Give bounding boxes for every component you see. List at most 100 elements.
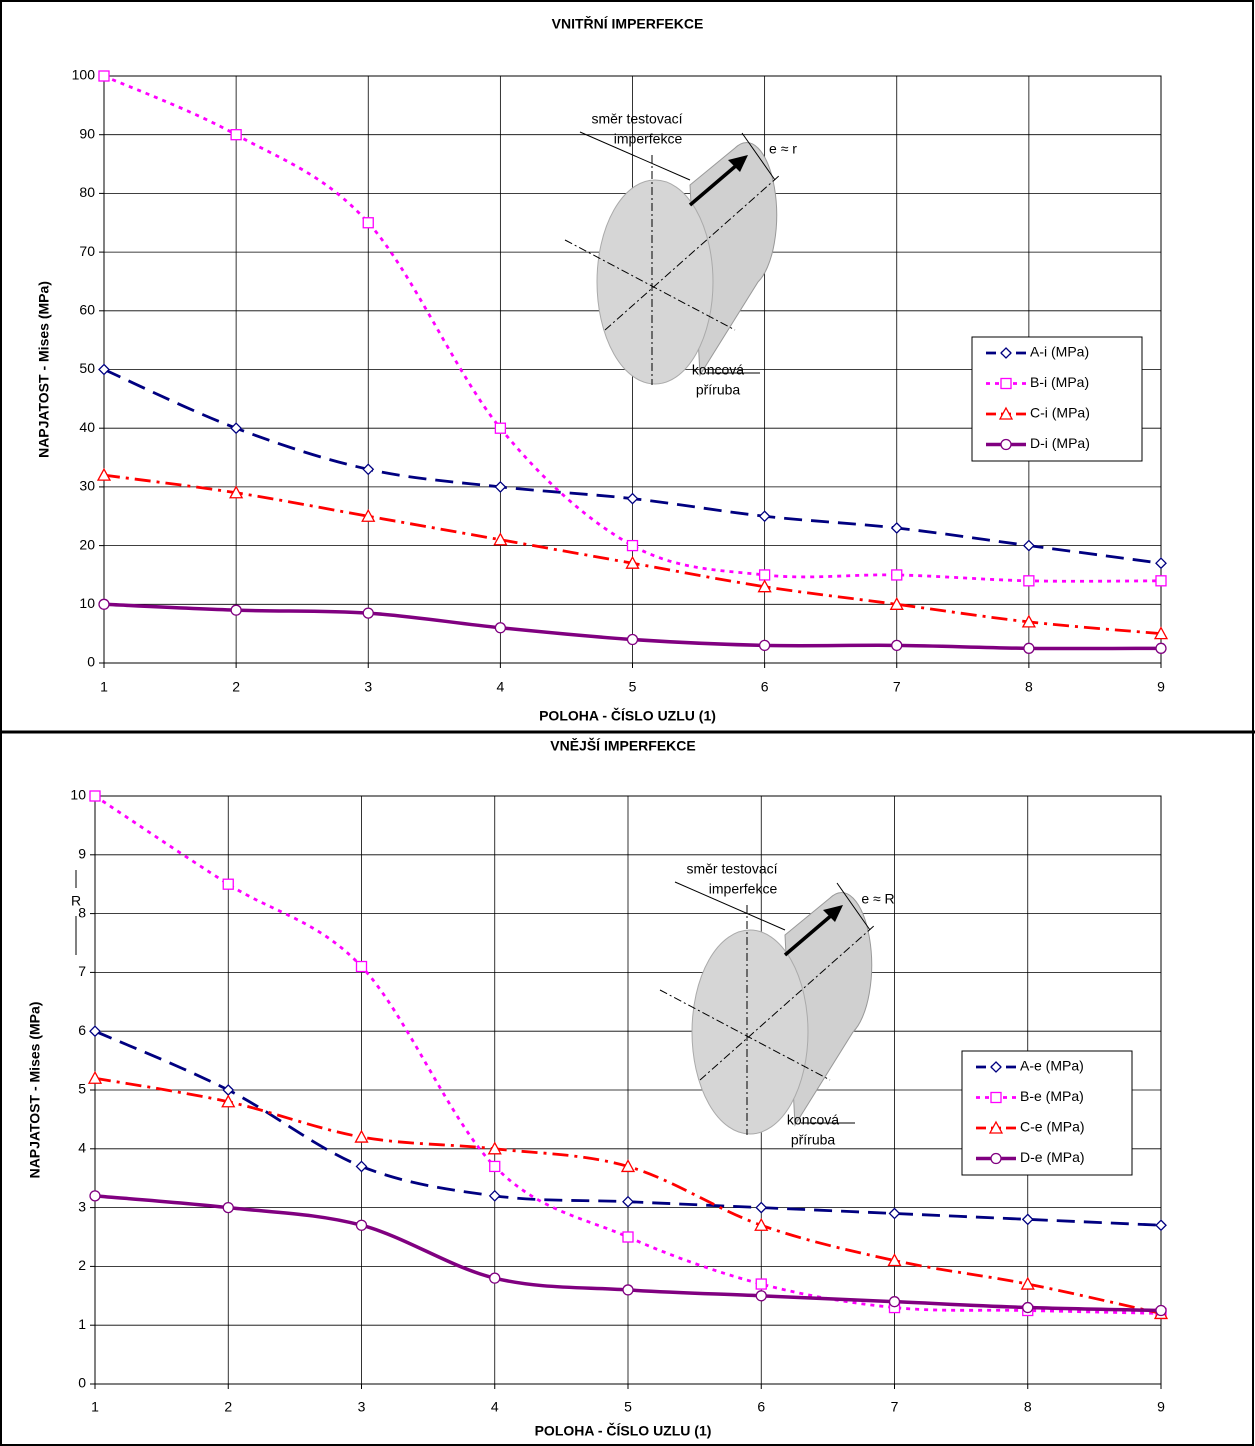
marker: [230, 422, 243, 435]
x-tick-label: 8: [1025, 679, 1033, 695]
marker: [362, 463, 375, 476]
dimension: [836, 882, 871, 931]
x-tick-label: 6: [761, 679, 769, 695]
marker: [998, 406, 1014, 420]
y-tick-label: 50: [79, 360, 95, 376]
x-tick-label: 1: [100, 679, 108, 695]
legend-label: D-e (MPa): [1020, 1149, 1085, 1165]
leader: [674, 881, 786, 931]
marker: [755, 1290, 767, 1302]
annotation: imperfekce: [614, 131, 683, 147]
marker: [1022, 1301, 1034, 1314]
marker: [890, 522, 903, 534]
y-tick-label: 100: [72, 67, 96, 83]
marker: [1153, 626, 1169, 640]
marker: [222, 1201, 234, 1214]
y-tick-label: 4: [78, 1140, 86, 1156]
marker: [89, 1025, 101, 1038]
diagram: směr testovací imperfekce e ≈ R koncová přír…: [71, 861, 895, 1148]
axis-line: [659, 989, 831, 1081]
legend-label: A-e (MPa): [1020, 1058, 1084, 1074]
axis-line: [564, 239, 736, 331]
y-tick-label: 3: [78, 1198, 86, 1214]
cylinder-body: [784, 892, 873, 1127]
y-tick-label: 80: [79, 184, 95, 200]
marker: [355, 1219, 368, 1231]
marker: [355, 1160, 368, 1173]
marker: [229, 485, 244, 499]
marker: [1000, 438, 1012, 451]
arrow-head: [823, 905, 843, 922]
legend-label: B-i (MPa): [1030, 374, 1089, 390]
marker: [487, 1141, 502, 1155]
y-tick-label: 0: [78, 1375, 86, 1391]
annotation: směr testovací: [591, 111, 682, 127]
x-axis-label: POLOHA - ČÍSLO UZLU (1): [535, 1422, 712, 1439]
leader: [579, 131, 691, 181]
annotation: R: [71, 893, 81, 909]
y-tick-label: 60: [79, 302, 95, 318]
marker: [626, 633, 639, 646]
y-axis-label: NAPJATOST - Mises (MPa): [36, 281, 52, 458]
marker: [361, 508, 376, 522]
x-tick-label: 5: [624, 1399, 632, 1415]
arrow: [688, 162, 740, 207]
x-tick-label: 4: [491, 1399, 499, 1415]
x-tick-label: 7: [893, 679, 901, 695]
marker: [1022, 539, 1035, 552]
marker: [888, 1207, 901, 1220]
x-tick-label: 7: [891, 1399, 899, 1415]
cylinder-body: [689, 142, 778, 377]
marker: [1021, 1213, 1034, 1226]
legend: A-e (MPa) B-e (MPa) C-e (MPa) D-e (MPa): [961, 1050, 1133, 1176]
x-tick-label: 3: [364, 679, 372, 695]
marker: [990, 1091, 1002, 1104]
marker: [758, 569, 771, 581]
marker: [98, 598, 110, 610]
y-tick-label: 10: [70, 787, 86, 803]
marker: [222, 878, 234, 890]
x-tick-label: 8: [1024, 1399, 1032, 1415]
y-tick-label: 6: [78, 1022, 86, 1038]
marker: [622, 1195, 634, 1208]
legend: A-i (MPa) B-i (MPa) C-i (MPa) D-i (MPa): [971, 336, 1143, 462]
marker: [89, 790, 101, 802]
marker: [754, 1217, 769, 1231]
annotation: koncová: [692, 362, 744, 378]
marker: [1023, 575, 1035, 587]
y-tick-label: 5: [78, 1081, 86, 1097]
marker: [1155, 1304, 1167, 1317]
legend-box: [961, 1050, 1133, 1176]
annotation: e ≈ R: [861, 891, 894, 907]
marker: [96, 467, 112, 481]
marker: [1155, 557, 1167, 570]
marker: [891, 639, 903, 652]
x-tick-label: 5: [629, 679, 637, 695]
marker: [494, 622, 507, 634]
marker: [990, 1152, 1002, 1165]
y-tick-label: 9: [78, 846, 86, 862]
y-tick-label: 1: [78, 1316, 86, 1332]
marker: [888, 1296, 901, 1308]
y-tick-label: 30: [79, 478, 95, 494]
y-tick-label: 90: [79, 125, 95, 141]
y-tick-label: 70: [79, 243, 95, 259]
dimension: [741, 132, 776, 181]
marker: [230, 604, 242, 616]
diagram: směr testovací imperfekce e ≈ r koncová přír…: [564, 111, 797, 398]
marker: [488, 1189, 501, 1202]
marker: [988, 1120, 1004, 1134]
annotation: koncová: [787, 1112, 839, 1128]
marker: [230, 129, 242, 141]
x-tick-label: 4: [496, 679, 504, 695]
chart-title: VNITŘNÍ IMPERFEKCE: [552, 15, 704, 32]
marker: [1155, 575, 1167, 587]
x-tick-label: 6: [757, 1399, 765, 1415]
marker: [489, 1160, 501, 1173]
x-tick-label: 9: [1157, 679, 1165, 695]
annotation: e ≈ r: [769, 141, 797, 157]
marker: [1020, 1276, 1035, 1290]
marker: [625, 555, 640, 569]
annotation: příruba: [696, 382, 741, 398]
